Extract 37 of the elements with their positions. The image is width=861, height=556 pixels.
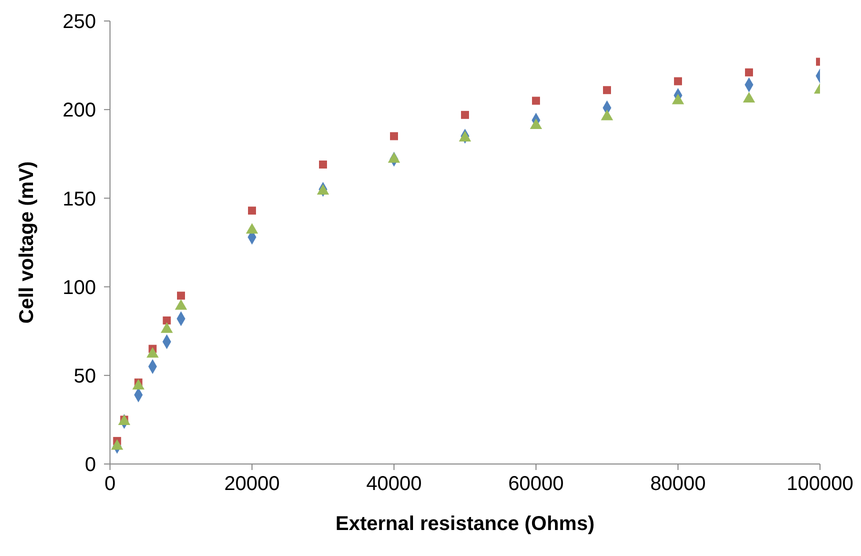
point — [319, 160, 327, 169]
y-tick-label: 150 — [62, 188, 96, 210]
y-tick-label: 200 — [62, 100, 96, 122]
point — [600, 110, 614, 120]
point — [672, 94, 684, 104]
point — [246, 223, 258, 234]
point — [603, 86, 611, 94]
point — [160, 322, 173, 333]
point — [461, 110, 469, 119]
x-tick-label: 60000 — [508, 473, 564, 496]
point — [248, 206, 256, 215]
x-tick-label: 100000 — [786, 473, 854, 496]
point — [177, 292, 185, 300]
point — [530, 118, 542, 130]
y-tick-label: 0 — [84, 454, 96, 476]
point — [146, 347, 159, 358]
point — [532, 96, 540, 105]
point — [162, 316, 171, 324]
point — [388, 152, 400, 163]
y-axis-title: Cell voltage (mV) — [16, 161, 38, 324]
point — [132, 379, 144, 390]
point — [745, 68, 753, 76]
x-tick-label: 0 — [104, 473, 116, 496]
point — [111, 439, 124, 450]
point — [458, 130, 472, 142]
x-tick-label: 80000 — [650, 473, 706, 496]
point — [674, 77, 682, 86]
point — [174, 299, 188, 310]
y-tick-label: 250 — [62, 11, 96, 34]
x-axis-title: External resistance (Ohms) — [336, 513, 594, 535]
point — [316, 184, 330, 195]
point — [742, 92, 756, 102]
x-tick-label: 20000 — [224, 473, 280, 496]
x-tick-label: 40000 — [366, 473, 422, 496]
y-tick-label: 50 — [74, 366, 96, 388]
point — [390, 132, 398, 140]
y-tick-label: 100 — [62, 276, 96, 299]
